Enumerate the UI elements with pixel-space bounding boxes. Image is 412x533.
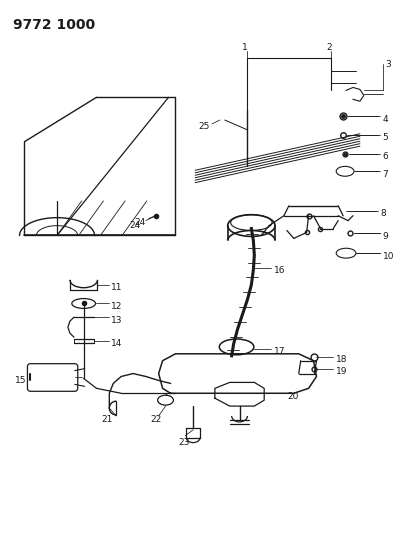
Text: 22: 22: [151, 415, 162, 424]
Text: 24: 24: [134, 218, 145, 227]
Text: 9772 1000: 9772 1000: [13, 18, 95, 33]
Text: 5: 5: [383, 133, 389, 142]
Text: 2: 2: [326, 43, 332, 52]
Text: 4: 4: [383, 115, 388, 124]
Text: 24: 24: [129, 221, 140, 230]
Text: 6: 6: [383, 152, 389, 161]
Text: 10: 10: [383, 252, 394, 261]
Text: 12: 12: [111, 302, 123, 311]
Text: 23: 23: [178, 438, 190, 447]
Text: 20: 20: [287, 392, 298, 401]
Text: 15: 15: [14, 376, 26, 385]
Text: 19: 19: [336, 367, 348, 376]
Text: 8: 8: [381, 209, 386, 218]
Text: 14: 14: [111, 340, 123, 349]
Text: 21: 21: [101, 415, 113, 424]
Text: 25: 25: [198, 123, 209, 132]
Text: 1: 1: [241, 43, 247, 52]
Text: 9: 9: [383, 232, 389, 241]
Text: 3: 3: [386, 60, 391, 69]
Text: 18: 18: [336, 355, 348, 364]
Text: 11: 11: [111, 283, 123, 292]
Text: 7: 7: [383, 170, 389, 179]
Text: 16: 16: [274, 266, 286, 276]
Text: 17: 17: [274, 348, 286, 357]
Text: 13: 13: [111, 316, 123, 325]
